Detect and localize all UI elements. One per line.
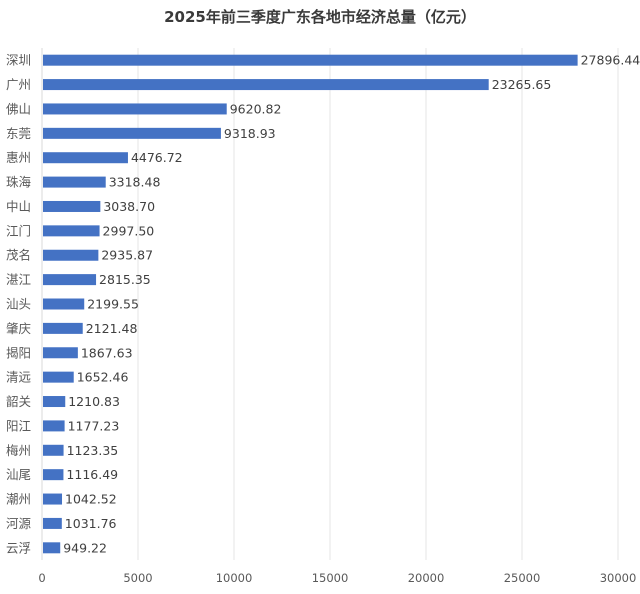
- category-label: 云浮: [6, 540, 31, 555]
- bar: [43, 249, 99, 261]
- category-label: 清远: [6, 370, 32, 385]
- data-label: 1116.49: [66, 467, 118, 482]
- data-label: 2121.48: [86, 321, 138, 336]
- category-label: 潮州: [6, 492, 31, 507]
- data-label: 949.22: [63, 540, 107, 555]
- data-label: 4476.72: [131, 150, 183, 165]
- category-label: 肇庆: [6, 321, 32, 336]
- x-tick-label: 5000: [123, 571, 152, 585]
- bar: [43, 152, 128, 164]
- category-label: 江门: [6, 223, 31, 238]
- bar: [43, 420, 65, 432]
- x-tick-label: 25000: [504, 571, 541, 585]
- data-label: 2199.55: [87, 297, 139, 312]
- bar: [43, 54, 578, 66]
- data-label: 1177.23: [68, 418, 120, 433]
- category-label: 珠海: [6, 175, 32, 190]
- category-label: 深圳: [6, 53, 31, 68]
- category-label: 汕头: [6, 297, 31, 312]
- data-label: 9620.82: [230, 101, 282, 116]
- data-label: 3038.70: [103, 199, 155, 214]
- bar: [43, 347, 78, 359]
- bar: [43, 103, 227, 115]
- bar: [43, 322, 83, 334]
- data-label: 1042.52: [65, 492, 117, 507]
- data-label: 1867.63: [81, 345, 133, 360]
- category-label: 梅州: [6, 443, 31, 458]
- category-label: 东莞: [6, 126, 31, 141]
- bar: [43, 176, 106, 188]
- category-label: 揭阳: [6, 345, 31, 360]
- category-label: 阳江: [6, 418, 31, 433]
- data-label: 23265.65: [492, 77, 552, 92]
- data-label: 2935.87: [101, 248, 153, 263]
- category-label: 湛江: [6, 272, 31, 287]
- data-label: 1652.46: [77, 370, 129, 385]
- data-label: 9318.93: [224, 126, 276, 141]
- category-label: 中山: [6, 199, 31, 214]
- x-tick-label: 20000: [408, 571, 445, 585]
- category-label: 广州: [6, 77, 31, 92]
- bar: [43, 396, 66, 408]
- data-label: 1210.83: [68, 394, 120, 409]
- chart-title: 2025年前三季度广东各地市经济总量（亿元）: [164, 8, 476, 26]
- category-label: 惠州: [6, 150, 31, 165]
- bar: [43, 127, 221, 139]
- bar: [43, 79, 489, 91]
- data-label: 2815.35: [99, 272, 151, 287]
- bar: [43, 371, 74, 383]
- data-label: 2997.50: [103, 223, 155, 238]
- bar: [43, 274, 97, 286]
- x-tick-label: 30000: [600, 571, 637, 585]
- x-tick-label: 10000: [216, 571, 253, 585]
- category-label: 佛山: [6, 101, 31, 116]
- category-label: 韶关: [6, 394, 31, 409]
- category-label: 茂名: [6, 248, 31, 263]
- data-label: 1031.76: [65, 516, 117, 531]
- bar: [43, 517, 62, 529]
- data-label: 1123.35: [67, 443, 119, 458]
- data-label: 3318.48: [109, 175, 161, 190]
- bar: [43, 493, 63, 505]
- bar: [43, 469, 64, 481]
- category-label: 汕尾: [6, 467, 31, 482]
- bar: [43, 225, 100, 237]
- data-label: 27896.44: [581, 53, 640, 68]
- category-label: 河源: [6, 516, 32, 531]
- bar: [43, 444, 64, 456]
- bar: [43, 542, 61, 554]
- bar: [43, 298, 85, 310]
- x-tick-label: 0: [38, 571, 45, 585]
- x-tick-label: 15000: [312, 571, 349, 585]
- bar: [43, 200, 101, 212]
